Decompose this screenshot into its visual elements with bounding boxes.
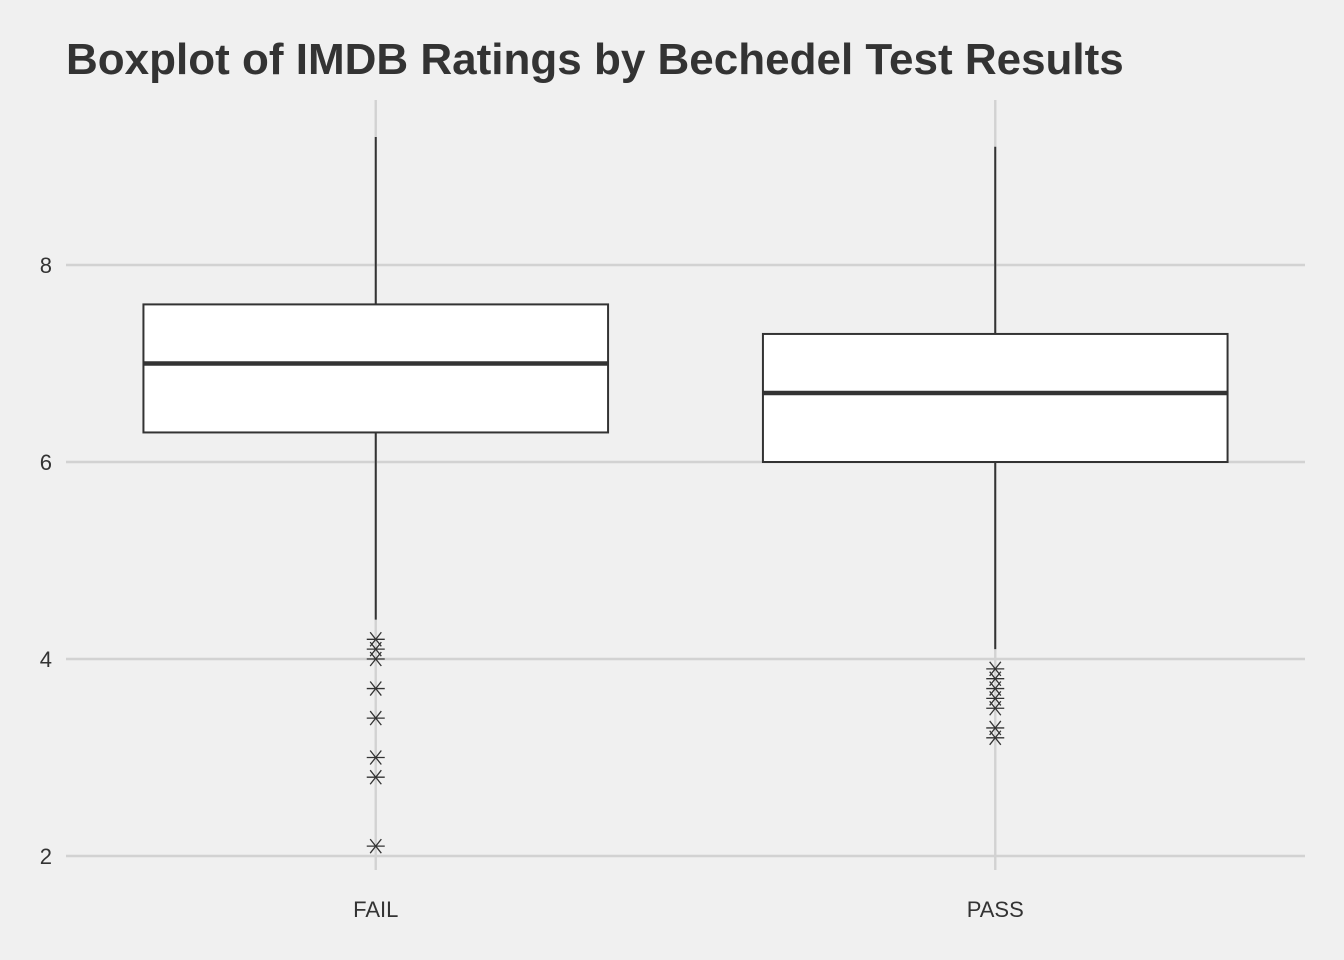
outlier-point-fail — [366, 750, 385, 765]
outlier-stroke — [369, 750, 382, 765]
y-tick-label-8: 8 — [40, 253, 52, 278]
outlier-point-fail — [366, 651, 385, 667]
y-tick-label-6: 6 — [40, 450, 52, 475]
outlier-point-pass — [986, 730, 1005, 746]
outlier-stroke — [369, 681, 382, 696]
chart-title: Boxplot of IMDB Ratings by Bechedel Test… — [66, 35, 1124, 84]
outlier-point-fail — [366, 838, 385, 854]
outlier-stroke — [369, 769, 382, 785]
outlier-point-fail — [366, 769, 385, 785]
y-tick-label-4: 4 — [40, 647, 52, 672]
y-tick-label-2: 2 — [40, 844, 52, 869]
box-layer — [142, 136, 1229, 854]
tick-layer: 2 4 6 8 FAIL PASS — [40, 253, 1024, 922]
x-tick-label-pass: PASS — [967, 897, 1024, 922]
outlier-stroke — [989, 700, 1002, 716]
x-tick-label-fail: FAIL — [353, 897, 398, 922]
outlier-point-pass — [986, 700, 1005, 716]
outlier-stroke — [369, 710, 382, 726]
outlier-stroke — [369, 651, 382, 667]
box-group-pass — [761, 146, 1229, 746]
box-fail — [142, 303, 610, 434]
outlier-point-fail — [366, 681, 385, 696]
outlier-stroke — [989, 730, 1002, 746]
grid-layer — [66, 100, 1305, 870]
box-pass — [761, 332, 1229, 464]
outlier-stroke — [369, 838, 382, 854]
outlier-point-fail — [366, 710, 385, 726]
box-group-fail — [142, 136, 610, 854]
